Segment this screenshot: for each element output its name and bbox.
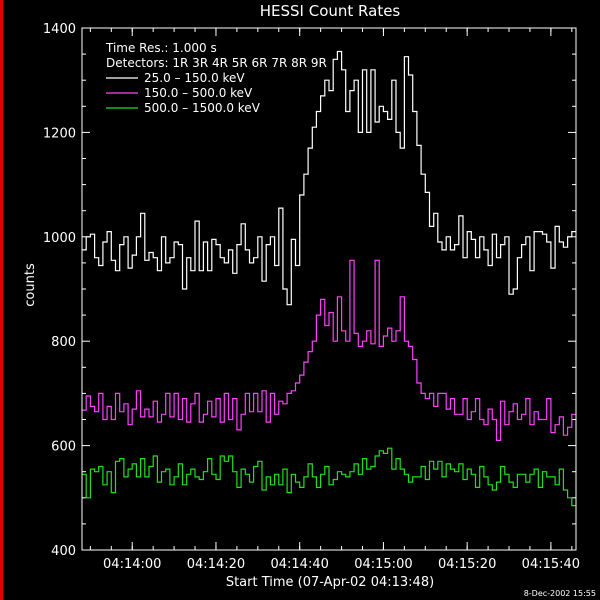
detectors-label: Detectors: 1R 3R 4R 5R 6R 7R 8R 9R	[106, 56, 327, 70]
x-axis-label: Start Time (07-Apr-02 04:13:48)	[226, 575, 434, 590]
y-tick-label: 1000	[43, 231, 76, 246]
axis-ticks: 400 600 800 1000 1200 1400 04:14:00 04:14:20 04:…	[43, 22, 580, 572]
y-tick-label: 1200	[43, 126, 76, 141]
plot-frame	[81, 27, 577, 551]
x-tick-label: 04:14:20	[187, 557, 245, 572]
footer-date: 8-Dec-2002 15:55	[524, 589, 596, 598]
series-line-0	[82, 50, 576, 306]
x-tick-label: 04:14:40	[270, 557, 328, 572]
x-tick-label: 04:14:00	[103, 557, 161, 572]
y-tick-label: 600	[51, 440, 76, 455]
legend-label-0: 25.0 – 150.0 keV	[144, 71, 245, 85]
chart-title: HESSI Count Rates	[260, 2, 401, 20]
y-tick-label: 800	[51, 335, 76, 350]
x-tick-label: 04:15:20	[438, 557, 496, 572]
series-line-2	[82, 447, 576, 507]
legend-label-2: 500.0 – 1500.0 keV	[144, 101, 261, 115]
y-tick-label: 400	[51, 544, 76, 559]
legend-label-1: 150.0 – 500.0 keV	[144, 86, 253, 100]
data-series	[82, 50, 576, 507]
y-tick-label: 1400	[43, 22, 76, 37]
time-resolution-label: Time Res.: 1.000 s	[105, 41, 217, 55]
x-tick-label: 04:15:00	[354, 557, 412, 572]
x-tick-label: 04:15:40	[522, 557, 580, 572]
y-axis-label: counts	[23, 263, 38, 307]
window-left-border	[0, 0, 3, 600]
series-line-1	[82, 259, 576, 441]
